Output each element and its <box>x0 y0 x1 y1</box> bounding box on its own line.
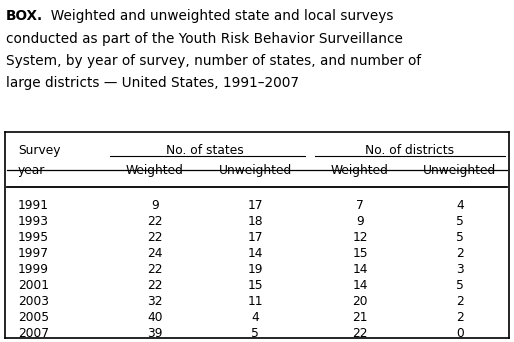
Text: 4: 4 <box>456 199 464 212</box>
Text: conducted as part of the Youth Risk Behavior Surveillance: conducted as part of the Youth Risk Beha… <box>6 31 403 45</box>
Text: 1993: 1993 <box>18 215 49 228</box>
Text: 2: 2 <box>456 311 464 324</box>
Text: No. of states: No. of states <box>166 144 244 157</box>
Text: 15: 15 <box>247 279 263 292</box>
Text: year: year <box>18 164 45 177</box>
Text: System, by year of survey, number of states, and number of: System, by year of survey, number of sta… <box>6 54 421 68</box>
Text: 1997: 1997 <box>18 247 49 260</box>
Text: 3: 3 <box>456 263 464 276</box>
Text: 5: 5 <box>456 279 464 292</box>
Text: 0: 0 <box>456 327 464 340</box>
Text: 22: 22 <box>147 279 163 292</box>
Text: 14: 14 <box>247 247 263 260</box>
Text: No. of districts: No. of districts <box>365 144 454 157</box>
Text: 22: 22 <box>147 215 163 228</box>
Text: 11: 11 <box>247 295 263 308</box>
Text: 5: 5 <box>251 327 259 340</box>
Text: 22: 22 <box>147 263 163 276</box>
Text: 14: 14 <box>352 263 368 276</box>
Text: 17: 17 <box>247 199 263 212</box>
Text: 22: 22 <box>147 231 163 244</box>
Text: large districts — United States, 1991–2007: large districts — United States, 1991–20… <box>6 77 299 91</box>
Text: 2005: 2005 <box>18 311 49 324</box>
Text: 1995: 1995 <box>18 231 49 244</box>
Text: 18: 18 <box>247 215 263 228</box>
Text: Unweighted: Unweighted <box>218 164 291 177</box>
Text: Weighted: Weighted <box>331 164 389 177</box>
Text: 39: 39 <box>147 327 163 340</box>
Text: 32: 32 <box>147 295 163 308</box>
Text: 1999: 1999 <box>18 263 49 276</box>
Text: Weighted and unweighted state and local surveys: Weighted and unweighted state and local … <box>42 9 394 23</box>
Text: 2007: 2007 <box>18 327 49 340</box>
Text: 5: 5 <box>456 215 464 228</box>
Text: 21: 21 <box>352 311 368 324</box>
Text: 5: 5 <box>456 231 464 244</box>
Text: 20: 20 <box>352 295 368 308</box>
Text: 9: 9 <box>151 199 159 212</box>
Text: BOX.: BOX. <box>6 9 43 23</box>
Text: 22: 22 <box>352 327 368 340</box>
Text: 15: 15 <box>352 247 368 260</box>
Text: 1991: 1991 <box>18 199 49 212</box>
Text: Weighted: Weighted <box>126 164 184 177</box>
Text: 2: 2 <box>456 295 464 308</box>
Text: 19: 19 <box>247 263 263 276</box>
Text: 12: 12 <box>352 231 368 244</box>
Text: Unweighted: Unweighted <box>424 164 497 177</box>
Text: 17: 17 <box>247 231 263 244</box>
Text: 2003: 2003 <box>18 295 49 308</box>
Text: 24: 24 <box>147 247 163 260</box>
Text: 9: 9 <box>356 215 364 228</box>
Text: 14: 14 <box>352 279 368 292</box>
Text: Survey: Survey <box>18 144 61 157</box>
Text: 4: 4 <box>251 311 259 324</box>
Text: 40: 40 <box>147 311 163 324</box>
Text: 2001: 2001 <box>18 279 49 292</box>
Text: 7: 7 <box>356 199 364 212</box>
Text: 2: 2 <box>456 247 464 260</box>
